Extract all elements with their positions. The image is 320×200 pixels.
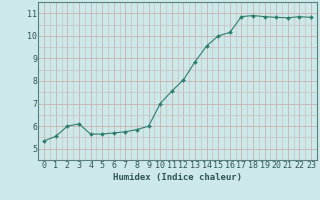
X-axis label: Humidex (Indice chaleur): Humidex (Indice chaleur) — [113, 173, 242, 182]
